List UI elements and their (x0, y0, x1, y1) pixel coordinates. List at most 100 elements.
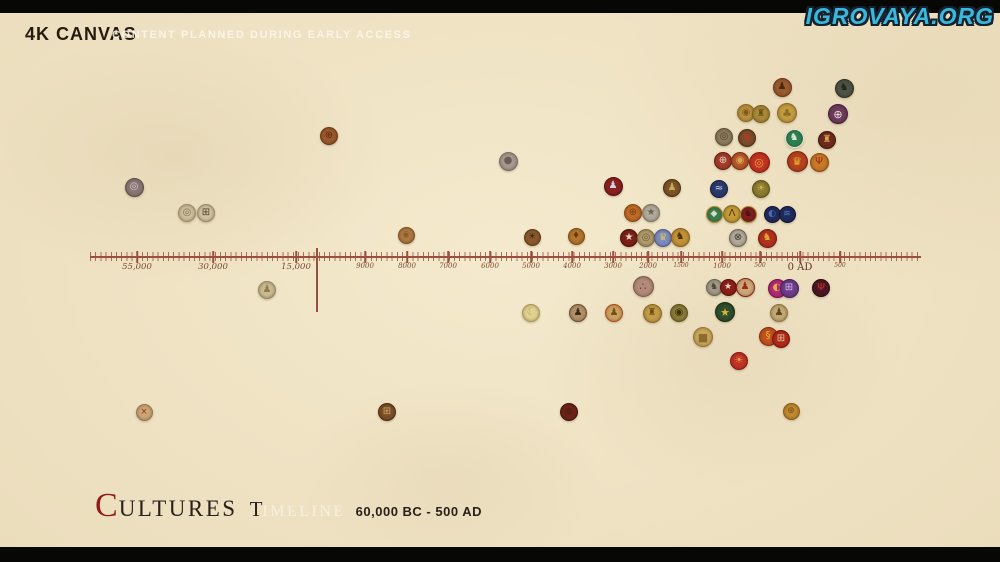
silver-x-icon: ⊗ (729, 229, 747, 247)
gold-tower-icon: ♜ (752, 105, 770, 123)
axis-major-tick (759, 251, 761, 263)
copper-coin-icon: ◉ (397, 226, 415, 244)
darkgreen-knight-icon: ♞ (834, 78, 854, 98)
axis-major-tick (612, 251, 614, 263)
date-range: 60,000 BC - 500 AD (355, 504, 482, 519)
red-goldring-icon: ◎ (748, 151, 770, 173)
axis-tick-label: 500 (754, 262, 766, 269)
darkred-star-icon: ★ (620, 229, 638, 247)
olive-eye-icon: ◉ (670, 304, 688, 322)
header-subtitle: CONTENT PLANNED DURING EARLY ACCESS (112, 29, 412, 41)
sparta-lambda-icon: Λ (723, 205, 741, 223)
tan-coin-icon: ◎ (637, 229, 655, 247)
spiral-coin-icon: ◎ (178, 204, 196, 222)
axis-tick-label: 7000 (439, 262, 457, 270)
rose-dots-icon: ∴ (632, 275, 654, 297)
axis-tick-label: 500 (834, 262, 846, 269)
axis-major-tick (489, 251, 491, 263)
axis-tick-label: 2000 (639, 262, 657, 270)
gold-pillars-icon: ♜ (642, 303, 662, 323)
tan-figure-icon: ♟ (569, 304, 587, 322)
axis-tick-label: 15,000 (281, 262, 311, 272)
silver-star-icon: ★ (642, 204, 660, 222)
axis-major-tick (212, 251, 214, 263)
orange-wheel-icon: ⊕ (624, 204, 642, 222)
axis-tick-label: 6000 (481, 262, 499, 270)
axis-major-tick (530, 251, 532, 263)
crimson-sun-icon: ☀ (730, 352, 748, 370)
knot-coin-icon: ⊞ (197, 204, 215, 222)
faint-figure-icon: ♟ (258, 281, 276, 299)
axis-major-tick (136, 251, 138, 263)
axis-tick-label: 1500 (673, 262, 689, 269)
maroon-solid-icon: ● (560, 403, 578, 421)
axis-tick-label: 3000 (604, 262, 622, 270)
bronze-figure-icon: ♟ (772, 77, 792, 97)
green-gold-icon: ◆ (705, 205, 723, 223)
brown-figure-icon: ♟ (663, 179, 681, 197)
purple-lattice-icon: ⊞ (779, 278, 799, 298)
roman-helmet-icon: ♞ (739, 205, 757, 223)
axis-major-tick (364, 251, 366, 263)
pale-yellow-icon: ☾ (522, 304, 540, 322)
purple-cross-icon: ⊕ (828, 104, 848, 124)
axis-tick-label: 5000 (522, 262, 540, 270)
app-title: 4K CANVAS (25, 24, 137, 44)
red-snowflake-icon: ★ (719, 278, 737, 296)
axis-major-tick (571, 251, 573, 263)
axis-tick-label: 4000 (563, 262, 581, 270)
axis-major-tick (799, 251, 801, 263)
wheel-coin-icon: ⊕ (320, 127, 338, 145)
sun-brown-icon: ☀ (523, 228, 541, 246)
axis-tick-label: 30,000 (198, 262, 228, 272)
gold-trefoil-icon: ♣ (777, 103, 797, 123)
amber-coin-icon: ⊕ (782, 402, 800, 420)
axis-tick-label: 8000 (398, 262, 416, 270)
olive-sun-icon: ☀ (752, 180, 770, 198)
axis-major-tick (647, 251, 649, 263)
orange-glyph-icon: Ψ (809, 152, 829, 172)
blue-crown-icon: ♛ (654, 229, 672, 247)
axis-major-tick (406, 251, 408, 263)
darkgreen-star-icon: ★ (715, 302, 735, 322)
axis-major-tick (447, 251, 449, 263)
navy-dolphin-icon: ≈ (710, 180, 728, 198)
gold-coin-icon: ◉ (737, 104, 755, 122)
axis-tick-label: 1000 (713, 262, 731, 270)
navy-waves-icon: ≋ (778, 205, 796, 223)
axis-tick-label: 55,000 (122, 262, 152, 272)
orange-coin-icon: ◉ (731, 152, 749, 170)
darkmaroon-glyph-icon: Ψ (812, 279, 830, 297)
tan-red-x-icon: × (135, 403, 153, 421)
red-gold-animal-icon: ♞ (757, 228, 777, 248)
timeline-break-divider (316, 248, 318, 312)
maroon-ship-icon: ♜ (818, 131, 836, 149)
khaki-coin-icon: ◎ (715, 128, 733, 146)
site-watermark: IGROVAYA.ORG (805, 3, 994, 29)
navy-disc-icon: ◐ (763, 205, 781, 223)
tan-figure-2-icon: ♟ (770, 304, 788, 322)
brown-coin-icon: ⊞ (378, 403, 396, 421)
timeline-word-rest: IMELINE (262, 503, 346, 520)
tan-red-figure-icon: ♟ (735, 277, 755, 297)
grey-dots-icon: ◎ (124, 177, 144, 197)
axis-major-tick (721, 251, 723, 263)
red-lattice-icon: ⊞ (772, 330, 790, 348)
axis-major-tick (839, 251, 841, 263)
mammoth-grey-icon: ● (498, 151, 518, 171)
timeline-word-initial: T (249, 497, 263, 521)
orange-rim-figure-icon: ♟ (605, 304, 623, 322)
brown-red-knight-icon: ♞ (738, 129, 756, 147)
gold-bird-icon: ♞ (670, 227, 690, 247)
letterbox-bottom (0, 547, 1000, 562)
gold-mask-icon: ♛ (786, 150, 808, 172)
letterbox-top (0, 0, 1000, 13)
flame-copper-icon: ♦ (567, 227, 585, 245)
axis-tick-label: 0 AD (787, 262, 813, 273)
title-initial: C (95, 487, 119, 524)
gold-tablet-icon: ■ (693, 327, 713, 347)
axis-major-tick (295, 251, 297, 263)
red-cross-icon: ⊕ (714, 152, 732, 170)
